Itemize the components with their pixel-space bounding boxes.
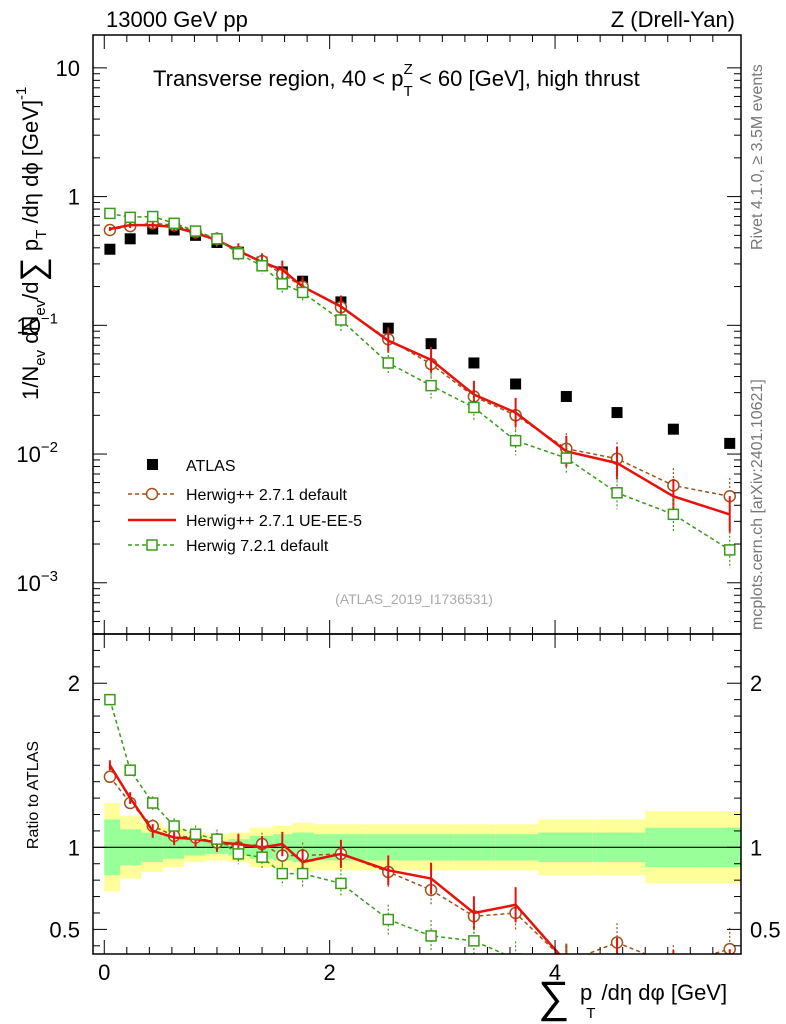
x-tick-label: 0 [98,960,110,985]
data-point-herwig-7-2-1-default [509,434,522,447]
ratio-point-herwig-7-2-1-default [146,797,159,809]
ratio-y-tick-label-right: 2 [750,671,762,696]
top-y-tick-label: 1 [68,185,80,210]
ratio-point-herwig-7-2-1-default [468,935,480,947]
legend-herwigpp-default-marker [145,487,159,501]
ratio-point-herwig-7-2-1-default [382,913,395,926]
top-y-tick-label: 10 [56,56,80,81]
x-tick-label: 2 [324,960,336,985]
ratio-y-tick-label: 2 [68,671,80,696]
data-point-atlas [611,407,623,419]
ratio-panel-frame [92,633,742,955]
rivet-label: Rivet 4.1.0, ≥ 3.5M events [749,64,766,250]
svg-text:pT /dη dφ [GeV]: pT /dη dφ [GeV] [580,980,727,1022]
ratio-point-herwig-7-2-1-default [124,764,136,776]
data-point-herwig-7-2-1-default [124,211,136,224]
header-left: 13000 GeV pp [106,7,248,32]
series-line-herwigpp-2-7-1-default [109,222,730,498]
data-point-herwig-7-2-1-default [104,207,116,220]
top-y-tick-label: 10−3 [16,568,58,596]
data-point-herwig-7-2-1-default [667,508,680,521]
ratio-point-herwig-7-2-1-default [335,877,347,890]
data-point-atlas [468,357,480,369]
ratio-series-herwigpp-2-7-1-ue-ee-5 [108,760,731,954]
ratio-point-herwigpp-2-7-1-default [103,770,117,784]
top-y-tick-label: 10−1 [16,310,58,338]
data-point-atlas [425,338,437,350]
legend-herwig7-label: Herwig 7.2.1 default [186,538,329,555]
mcplots-label: mcplots.cern.ch [arXiv:2401.10621] [749,379,766,630]
svg-text:1/Nev dNev/d∑ pT /dη dϕ [GeV]: 1/Nev dNev/d∑ pT /dη dϕ [GeV]-1 [13,87,52,400]
ratio-point-herwig-7-2-1-default [425,930,437,942]
top-y-tick-label: 10−2 [16,439,58,467]
data-point-atlas [510,378,522,390]
header-right: Z (Drell-Yan) [611,7,735,32]
data-point-atlas [104,243,116,255]
data-point-herwig-7-2-1-default [382,357,395,369]
data-point-herwig-7-2-1-default [296,286,309,299]
legend: ATLAS Herwig++ 2.7.1 default Herwig++ 2.… [128,458,362,555]
ratio-y-tick-label: 1 [68,835,80,860]
ratio-point-herwigpp-2-7-1-default [723,942,736,954]
data-point-atlas [560,390,572,402]
ratio-point-herwig-7-2-1-default [211,833,223,845]
data-point-atlas [124,233,136,245]
top-y-axis-label: 1/Nev dNev/d∑ pT /dη dϕ [GeV]-1 [13,87,52,400]
ratio-y-tick-label: 0.5 [49,917,80,942]
ratio-point-herwig-7-2-1-default [189,828,202,840]
ratio-y-tick-label-right: 0.5 [750,917,781,942]
svg-text:∑: ∑ [538,973,569,1022]
legend-herwig7-marker [146,539,158,551]
ratio-point-herwig-7-2-1-default [168,820,180,832]
ratio-point-herwig-7-2-1-default [276,867,289,880]
legend-atlas-label: ATLAS [186,458,236,475]
data-point-herwig-7-2-1-default [256,260,268,272]
data-point-herwig-7-2-1-default [189,225,202,237]
ratio-point-herwig-7-2-1-default [232,848,245,860]
series-atlas [104,223,736,449]
data-point-herwig-7-2-1-default [146,210,159,223]
legend-herwigpp-default-label: Herwig++ 2.7.1 default [186,487,348,504]
legend-herwigpp-ueee5-label: Herwig++ 2.7.1 UE-EE-5 [186,513,362,530]
data-point-herwig-7-2-1-default [168,217,180,230]
legend-entry-herwig7: Herwig 7.2.1 default [128,538,329,555]
series-herwig-7-2-1-default [104,207,736,569]
main-panel: 10 1 10−1 10−2 10−3 Transverse region, 40 < … [13,34,742,635]
data-point-herwig-7-2-1-default [611,487,623,499]
ratio-point-herwig-7-2-1-default [104,693,116,706]
ratio-point-herwig-7-2-1-default [256,851,268,863]
data-point-herwig-7-2-1-default [723,544,736,556]
ratio-y-tick-label-right: 1 [750,835,762,860]
data-point-herwig-7-2-1-default [425,379,437,392]
ratio-point-herwig-7-2-1-default [561,957,571,967]
plot-title: Transverse region, 40 < pTZ < 60 [GeV], … [153,61,640,100]
data-point-herwig-7-2-1-default [468,401,480,414]
ratio-point-herwig-7-2-1-default [509,953,522,954]
data-point-herwig-7-2-1-default [276,278,289,290]
data-point-atlas [724,437,736,449]
legend-atlas-marker [147,459,158,470]
data-point-herwig-7-2-1-default [232,247,245,260]
analysis-watermark: (ATLAS_2019_I1736531) [335,591,493,607]
data-point-herwig-7-2-1-default [335,314,347,326]
legend-entry-atlas: ATLAS [147,458,236,475]
data-point-herwig-7-2-1-default [211,233,223,245]
x-tick-label: 4 [549,960,561,985]
ratio-series-herwig-7-2-1-default [104,693,571,967]
ratio-y-axis-label: Ratio to ATLAS [25,741,42,849]
data-point-herwig-7-2-1-default [560,452,573,464]
legend-entry-herwigpp-ueee5: Herwig++ 2.7.1 UE-EE-5 [128,513,362,530]
legend-entry-herwigpp-default: Herwig++ 2.7.1 default [128,487,348,504]
series-herwigpp-2-7-1-ue-ee-5 [108,221,731,533]
ratio-point-herwigpp-2-7-1-default [668,960,679,971]
ratio-point-herwigpp-2-7-1-default [561,957,572,968]
data-point-atlas [667,423,679,435]
ratio-point-herwig-7-2-1-default [296,867,309,880]
